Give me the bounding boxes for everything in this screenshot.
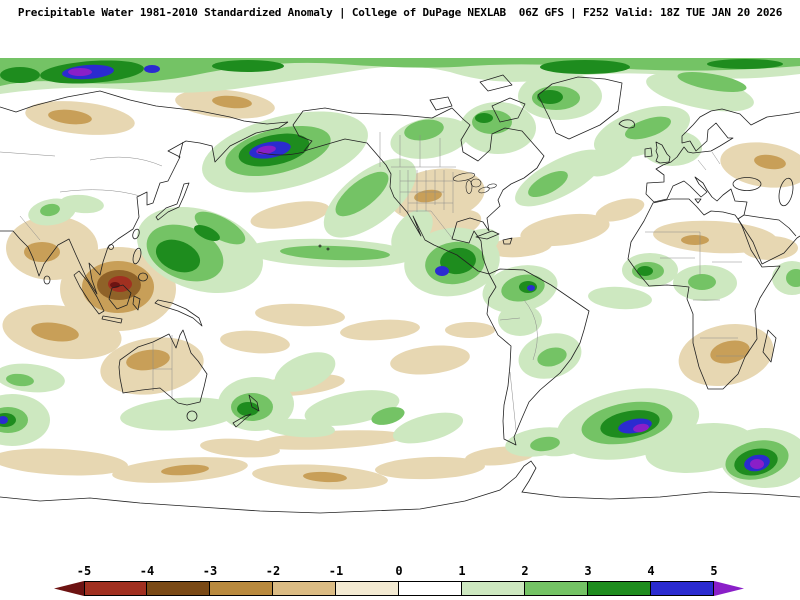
colorbar-segment (588, 581, 651, 596)
colorbar-label: 2 (521, 564, 529, 578)
colorbar-segment (147, 581, 210, 596)
colorbar-labels: -5 -4 -3 -2 -1 0 1 2 3 4 5 (54, 564, 746, 580)
colorbar-segment (462, 581, 525, 596)
colorbar-segment (210, 581, 273, 596)
coastlines (0, 74, 800, 446)
colorbar-segment (525, 581, 588, 596)
colorbar-label: -2 (265, 564, 281, 578)
colorbar-label: 5 (710, 564, 718, 578)
colorbar-legend: -5 -4 -3 -2 -1 0 1 2 3 4 5 (54, 564, 746, 598)
colorbar-label: -5 (76, 564, 92, 578)
colorbar-segment (336, 581, 399, 596)
colorbar-label: 3 (584, 564, 592, 578)
colorbar-segment (399, 581, 462, 596)
country-borders (0, 132, 744, 431)
colorbar-label: -1 (328, 564, 344, 578)
colorbar-segment (273, 581, 336, 596)
colorbar-label: -4 (139, 564, 155, 578)
colorbar-label: 4 (647, 564, 655, 578)
anomaly-shading (0, 58, 800, 490)
colorbar-label: 0 (395, 564, 403, 578)
map-container (0, 58, 800, 514)
colorbar-arrow-left (54, 581, 84, 596)
colorbar-label: 1 (458, 564, 466, 578)
colorbar-label: -3 (202, 564, 218, 578)
title-bar: Precipitable Water 1981-2010 Standardize… (17, 6, 783, 19)
colorbar-segment (651, 581, 714, 596)
colorbar-segment (84, 581, 147, 596)
colorbar-arrow-right (714, 581, 744, 596)
world-map (0, 58, 800, 514)
antarctica-coast (0, 460, 800, 514)
great-lakes (452, 172, 497, 194)
colorbar-bar (54, 581, 744, 596)
